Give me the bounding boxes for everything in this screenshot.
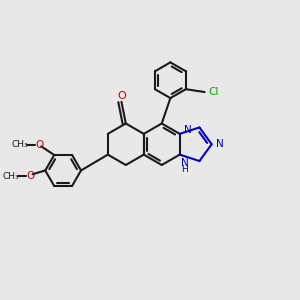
Text: Cl: Cl [208,87,219,97]
Text: O: O [117,91,126,100]
Text: CH₃: CH₃ [2,172,19,181]
Text: N: N [184,125,192,135]
Text: CH₃: CH₃ [11,140,28,149]
Text: N: N [216,139,224,149]
Text: O: O [26,171,34,181]
Text: H: H [182,165,188,174]
Text: N: N [181,158,189,168]
Text: O: O [35,140,43,150]
